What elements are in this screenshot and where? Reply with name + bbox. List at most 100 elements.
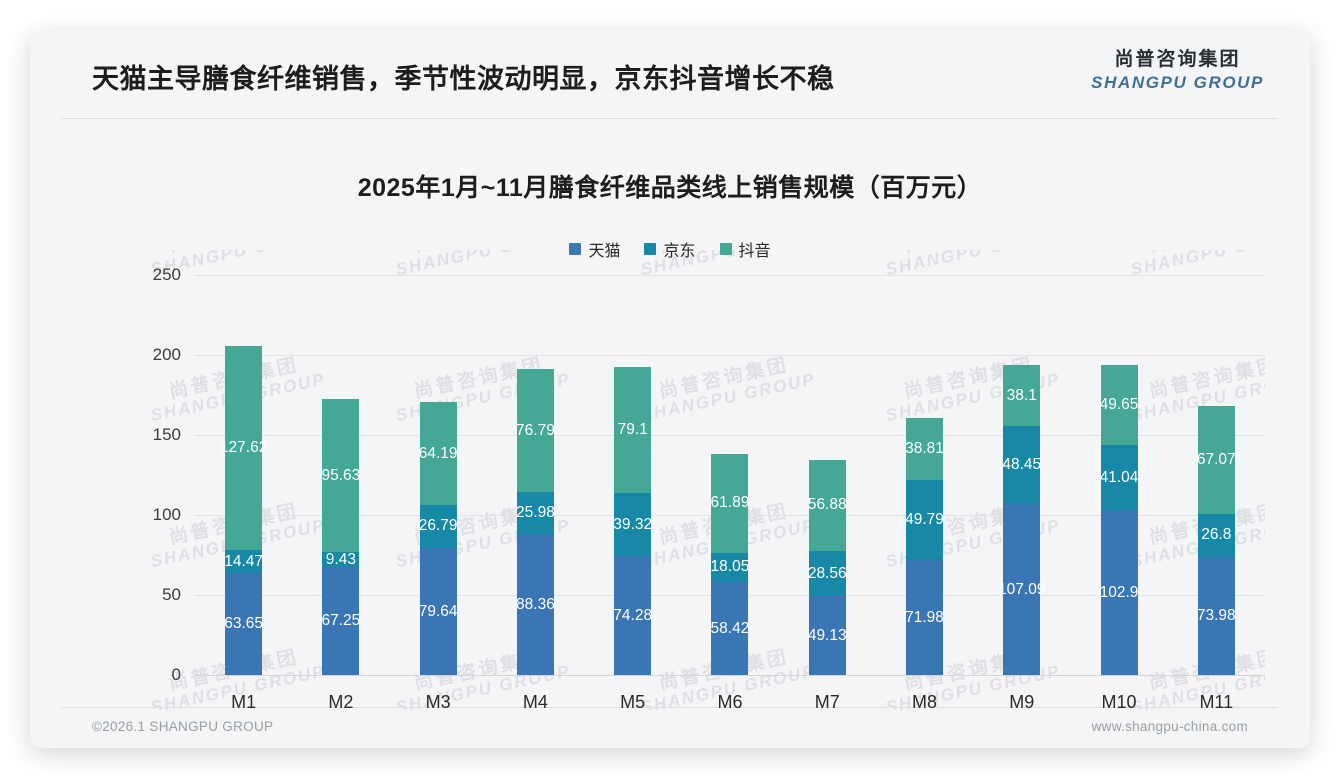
bar-stack[interactable]: 74.28 39.32 79.1: [613, 366, 653, 675]
bar-value-label: 9.43: [325, 551, 356, 569]
bar-segment-京东[interactable]: 49.79: [905, 480, 944, 560]
gridline: [195, 275, 1265, 276]
bar-segment-京东[interactable]: 9.43: [322, 551, 360, 569]
bar-segment-天猫[interactable]: 88.36: [516, 533, 555, 675]
bar-value-label: 41.04: [1099, 468, 1139, 486]
bar-column: 71.98 49.79 38.81 M8: [876, 275, 973, 712]
bar-value-label: 64.19: [418, 444, 458, 462]
bar-segment-天猫[interactable]: 67.25: [321, 567, 361, 675]
bar-segment-京东[interactable]: 18.05: [710, 552, 750, 582]
bar-stack[interactable]: 88.36 25.98 76.79: [516, 369, 555, 675]
gridline: [195, 675, 1265, 676]
legend-swatch-icon: [719, 243, 732, 255]
bar-stack[interactable]: 102.9 41.04 49.65: [1099, 365, 1139, 675]
bar-value-label: 71.98: [905, 608, 944, 626]
y-axis-tick-label: 250: [152, 265, 181, 284]
bar-segment-天猫[interactable]: 102.9: [1100, 510, 1138, 675]
legend-label: 抖音: [738, 243, 771, 260]
bar-stack[interactable]: 49.13 28.56 56.88: [807, 459, 847, 675]
bar-segment-京东[interactable]: 39.32: [613, 493, 653, 557]
bar-stack[interactable]: 79.64 26.79 64.19: [418, 402, 458, 675]
bar-value-label: 73.98: [1196, 607, 1236, 625]
footer-divider: [62, 707, 1278, 708]
chart-legend: 天猫 京东 抖音: [30, 237, 1310, 261]
bar-segment-天猫[interactable]: 58.42: [711, 581, 749, 675]
bar-segment-天猫[interactable]: 79.64: [418, 547, 458, 675]
bar-segment-抖音[interactable]: 79.1: [614, 366, 652, 494]
bar-value-label: 25.98: [516, 504, 555, 522]
y-axis-tick-label: 0: [171, 665, 181, 684]
bar-segment-天猫[interactable]: 107.09: [998, 503, 1045, 675]
bar-segment-京东[interactable]: 14.47: [224, 550, 264, 574]
legend-item-天猫[interactable]: 天猫: [569, 237, 620, 261]
bar-value-label: 67.25: [321, 612, 361, 630]
page-title: 天猫主导膳食纤维销售，季节性波动明显，京东抖音增长不稳: [92, 64, 835, 94]
bar-value-label: 14.47: [224, 552, 264, 570]
bar-value-label: 38.1: [1006, 386, 1037, 404]
bar-segment-天猫[interactable]: 71.98: [905, 559, 944, 675]
bar-column: 63.65 14.47 127.62 M1: [195, 275, 292, 712]
bar-segment-抖音[interactable]: 95.63: [321, 399, 360, 553]
bar-column: 79.64 26.79 64.19 M3: [390, 275, 487, 712]
bar-segment-天猫[interactable]: 74.28: [613, 556, 652, 675]
bar-value-label: 76.79: [516, 421, 555, 439]
bar-segment-抖音[interactable]: 127.62: [220, 345, 267, 551]
x-axis-tick-label: M7: [814, 692, 840, 712]
bar-segment-抖音[interactable]: 64.19: [418, 402, 458, 505]
chart-title: 2025年1月~11月膳食纤维品类线上销售规模（百万元）: [357, 174, 983, 202]
bar-value-label: 18.05: [710, 558, 750, 576]
bar-value-label: 26.8: [1201, 526, 1232, 544]
bar-segment-京东[interactable]: 48.45: [1002, 426, 1041, 504]
bar-segment-抖音[interactable]: 61.89: [711, 453, 749, 553]
report-card: 天猫主导膳食纤维销售，季节性波动明显，京东抖音增长不稳 尚普咨询集团 SHANG…: [30, 30, 1310, 748]
bar-stack[interactable]: 73.98 26.8 67.07: [1196, 406, 1236, 675]
x-axis-tick-label: M9: [1009, 692, 1035, 712]
bar-segment-抖音[interactable]: 76.79: [516, 369, 555, 493]
brand-logo: 尚普咨询集团 SHANGPU GROUP: [1091, 50, 1264, 91]
bar-value-label: 79.64: [418, 602, 458, 620]
bar-column: 74.28 39.32 79.1 M5: [584, 275, 681, 712]
bar-value-label: 56.88: [807, 496, 847, 514]
bar-value-label: 49.65: [1099, 396, 1139, 414]
bar-segment-京东[interactable]: 26.79: [418, 504, 458, 548]
bar-segment-抖音[interactable]: 38.81: [905, 418, 944, 481]
bar-column: 58.42 18.05 61.89 M6: [681, 275, 778, 712]
bar-value-label: 49.13: [807, 626, 847, 644]
bar-segment-天猫[interactable]: 73.98: [1196, 556, 1236, 675]
bar-stack[interactable]: 58.42 18.05 61.89: [710, 453, 750, 675]
bar-value-label: 26.79: [418, 517, 458, 535]
bar-column: 67.25 9.43 95.63 M2: [292, 275, 389, 712]
legend-swatch-icon: [644, 243, 657, 255]
legend-item-抖音[interactable]: 抖音: [719, 237, 771, 261]
bar-segment-天猫[interactable]: 63.65: [224, 573, 263, 675]
bar-stack[interactable]: 71.98 49.79 38.81: [905, 418, 944, 675]
bar-value-label: 127.62: [219, 439, 268, 457]
bar-segment-京东[interactable]: 28.56: [808, 550, 847, 597]
bar-value-label: 67.07: [1196, 451, 1236, 469]
bar-segment-抖音[interactable]: 49.65: [1099, 365, 1139, 445]
legend-label: 京东: [663, 243, 696, 260]
bar-segment-抖音[interactable]: 56.88: [807, 459, 847, 551]
y-axis-tick-label: 100: [152, 505, 181, 524]
bar-value-label: 88.36: [516, 595, 555, 613]
bar-stack[interactable]: 67.25 9.43 95.63: [321, 399, 361, 675]
x-axis-tick-label: M8: [911, 692, 937, 712]
legend-item-京东[interactable]: 京东: [644, 237, 696, 261]
y-axis-tick-label: 200: [152, 345, 181, 364]
bar-segment-京东[interactable]: 26.8: [1197, 513, 1235, 557]
bar-value-label: 39.32: [613, 515, 653, 533]
bar-segment-京东[interactable]: 25.98: [516, 492, 555, 534]
bar-segment-天猫[interactable]: 49.13: [807, 596, 847, 675]
bar-segment-抖音[interactable]: 38.1: [1003, 365, 1041, 427]
gridline: [195, 435, 1265, 436]
bar-segment-京东[interactable]: 41.04: [1099, 444, 1139, 511]
x-axis-tick-label: M3: [425, 692, 451, 712]
bar-stack[interactable]: 107.09 48.45 38.1: [998, 365, 1045, 675]
bar-segment-抖音[interactable]: 67.07: [1196, 406, 1236, 514]
header-divider: [62, 118, 1278, 119]
bar-stack[interactable]: 63.65 14.47 127.62: [220, 345, 267, 675]
chart-bars: 63.65 14.47 127.62 M1 67.25 9.43 95.63 M2 79.64 2…: [195, 275, 1265, 712]
bar-column: 49.13 28.56 56.88 M7: [779, 275, 876, 712]
x-axis-tick-label: M6: [717, 692, 743, 712]
bar-value-label: 107.09: [998, 580, 1046, 598]
